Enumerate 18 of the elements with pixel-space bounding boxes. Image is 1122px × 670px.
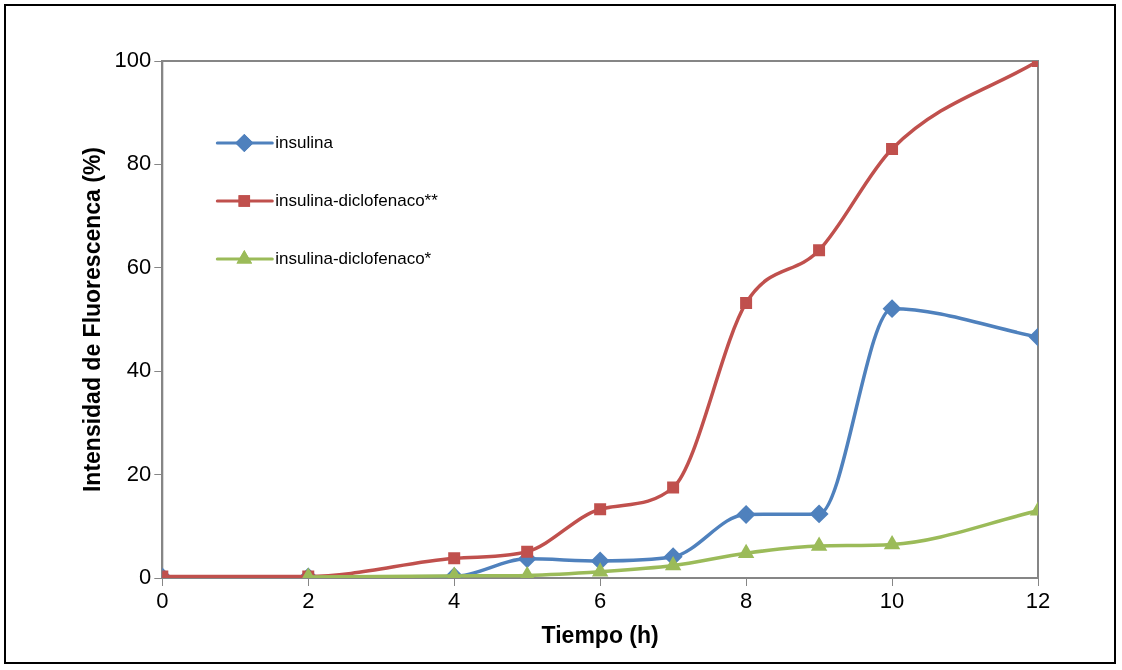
x-axis-title: Tiempo (h)	[541, 621, 659, 648]
y-tick-label: 20	[126, 460, 152, 486]
legend-label: insulina-diclofenaco*	[275, 248, 432, 268]
y-tick-label: 100	[114, 47, 152, 73]
y-tick-label: 0	[139, 564, 152, 590]
legend-label: insulina	[275, 132, 334, 152]
y-axis-title: Intensidad de Fluorescenca (%)	[79, 146, 106, 493]
legend-label: insulina-diclofenaco**	[275, 190, 439, 210]
x-tick-label: 12	[1025, 588, 1051, 614]
x-tick-label: 4	[448, 588, 461, 614]
x-tick-label: 2	[302, 588, 315, 614]
y-tick-label: 40	[126, 357, 152, 383]
x-tick-label: 6	[594, 588, 607, 614]
x-tick-label: 0	[156, 588, 169, 614]
y-tick-label: 60	[126, 253, 152, 279]
x-tick-label: 10	[879, 588, 905, 614]
x-tick-label: 8	[739, 588, 753, 614]
y-tick-label: 80	[126, 150, 152, 176]
